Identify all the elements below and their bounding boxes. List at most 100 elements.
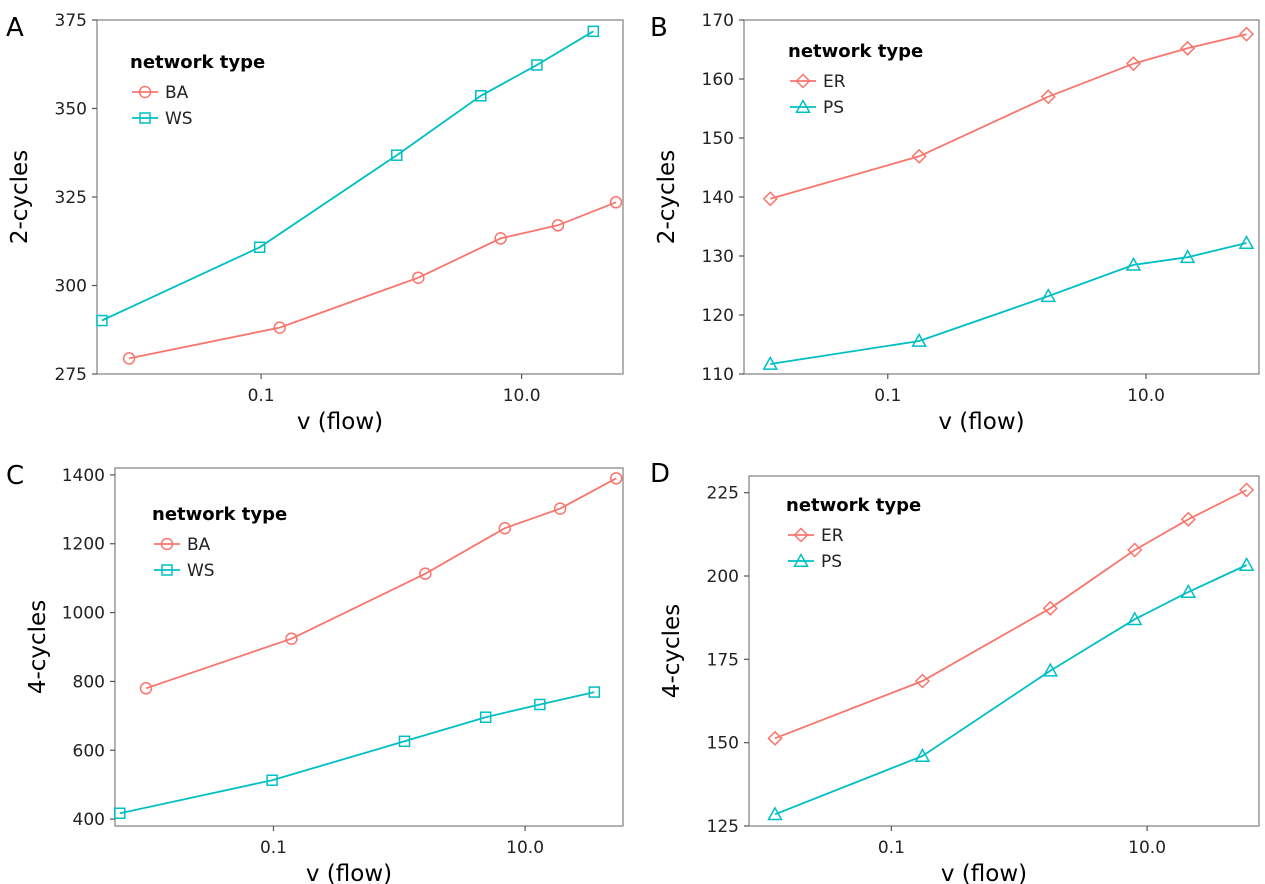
x-tick-label: 0.1 xyxy=(878,838,905,858)
panel-d: D 125 150 175 200 225 0.1 10.0 v (flow) 4-cycles n… xyxy=(650,459,1260,884)
plot-frame xyxy=(114,467,624,827)
data-point xyxy=(1238,26,1255,42)
series-line xyxy=(145,477,617,690)
data-point xyxy=(762,355,779,370)
series-er xyxy=(767,482,1255,746)
legend-marker xyxy=(161,564,173,576)
y-tick-label: 1000 xyxy=(62,604,105,624)
legend-marker xyxy=(793,552,809,567)
data-point xyxy=(1125,56,1142,72)
y-tick-label: 200 xyxy=(707,567,739,587)
series-ws xyxy=(114,686,601,820)
data-point xyxy=(911,148,927,164)
legend-marker xyxy=(160,537,174,551)
data-point xyxy=(762,191,778,207)
y-tick-label: 800 xyxy=(73,672,105,692)
data-point xyxy=(498,521,512,535)
data-point xyxy=(609,472,623,485)
series-line xyxy=(770,242,1247,365)
data-point xyxy=(531,59,543,71)
data-point xyxy=(285,632,298,645)
data-point xyxy=(114,807,126,820)
series-line xyxy=(774,564,1247,816)
data-point xyxy=(1040,89,1056,105)
legend-label: BA xyxy=(165,83,189,103)
data-point xyxy=(1238,234,1255,249)
data-point xyxy=(1238,556,1255,571)
legend-title: network type xyxy=(786,495,921,516)
data-point xyxy=(609,196,623,209)
y-tick-label: 170 xyxy=(702,11,734,31)
plot-frame xyxy=(96,19,624,375)
data-point xyxy=(767,730,783,746)
data-point xyxy=(914,673,931,689)
legend-label: ER xyxy=(823,72,846,92)
series-line xyxy=(128,201,617,360)
data-point xyxy=(479,711,492,723)
x-axis-title: v (flow) xyxy=(941,861,1027,884)
y-tick-label: 400 xyxy=(73,810,105,830)
data-point xyxy=(273,321,286,334)
data-point xyxy=(1042,600,1058,616)
y-tick-label: 375 xyxy=(55,11,87,31)
data-point xyxy=(494,232,507,245)
data-point xyxy=(1042,662,1059,677)
x-tick-label: 10.0 xyxy=(503,386,541,406)
x-axis-title: v (flow) xyxy=(297,409,383,435)
series-line xyxy=(101,30,594,322)
data-point xyxy=(1180,40,1196,56)
data-point xyxy=(1180,511,1196,527)
y-tick-label: 350 xyxy=(55,100,87,120)
data-point xyxy=(1180,583,1197,598)
x-tick-label: 10.0 xyxy=(506,838,544,858)
data-point xyxy=(419,567,432,580)
x-tick-label: 10.0 xyxy=(1128,838,1166,858)
plot-frame xyxy=(748,475,1260,827)
series-ws xyxy=(96,25,600,327)
x-tick-label: 10.0 xyxy=(1127,386,1165,406)
y-axis-title: 4-cycles xyxy=(659,604,685,698)
data-point xyxy=(1125,256,1142,271)
x-axis-title: v (flow) xyxy=(306,861,392,884)
series-ba xyxy=(122,196,623,365)
data-point xyxy=(767,806,783,821)
data-point xyxy=(1179,249,1196,264)
legend: network type BA WS xyxy=(130,52,265,129)
y-axis-title: 2-cycles xyxy=(654,150,680,244)
data-point xyxy=(911,332,927,347)
y-axis-title: 4-cycles xyxy=(25,600,51,694)
panel-a: A 275 300 325 350 375 0.1 10.0 v (flow) 2-cycles n… xyxy=(6,11,624,435)
y-tick-label: 225 xyxy=(707,484,739,504)
panel-label: D xyxy=(650,459,670,489)
data-point xyxy=(391,149,403,161)
legend-title: network type xyxy=(152,504,287,525)
panel-label: B xyxy=(650,13,668,43)
legend: network type BA WS xyxy=(152,504,287,581)
y-axis-title: 2-cycles xyxy=(7,150,33,244)
x-tick-label: 0.1 xyxy=(874,386,901,406)
y-tick-label: 125 xyxy=(707,817,739,837)
data-point xyxy=(398,735,411,748)
y-tick-label: 110 xyxy=(702,365,734,385)
legend-title: network type xyxy=(130,52,265,73)
legend-label: BA xyxy=(187,535,211,555)
legend-label: PS xyxy=(823,98,844,118)
data-point xyxy=(475,90,487,102)
data-point xyxy=(122,352,136,365)
series-line xyxy=(770,33,1247,200)
x-tick-label: 0.1 xyxy=(248,386,275,406)
y-tick-label: 325 xyxy=(55,188,87,208)
data-point xyxy=(412,271,425,284)
legend: network type ER PS xyxy=(788,41,923,118)
series-ps xyxy=(762,234,1255,370)
legend-label: PS xyxy=(821,552,842,572)
legend-label: ER xyxy=(821,526,844,546)
legend-label: WS xyxy=(165,109,193,129)
y-tick-label: 1400 xyxy=(62,466,105,486)
data-point xyxy=(1239,482,1255,498)
panel-label: C xyxy=(6,461,24,491)
x-tick-label: 0.1 xyxy=(260,838,287,858)
y-tick-label: 150 xyxy=(707,734,739,754)
data-point xyxy=(587,25,600,38)
